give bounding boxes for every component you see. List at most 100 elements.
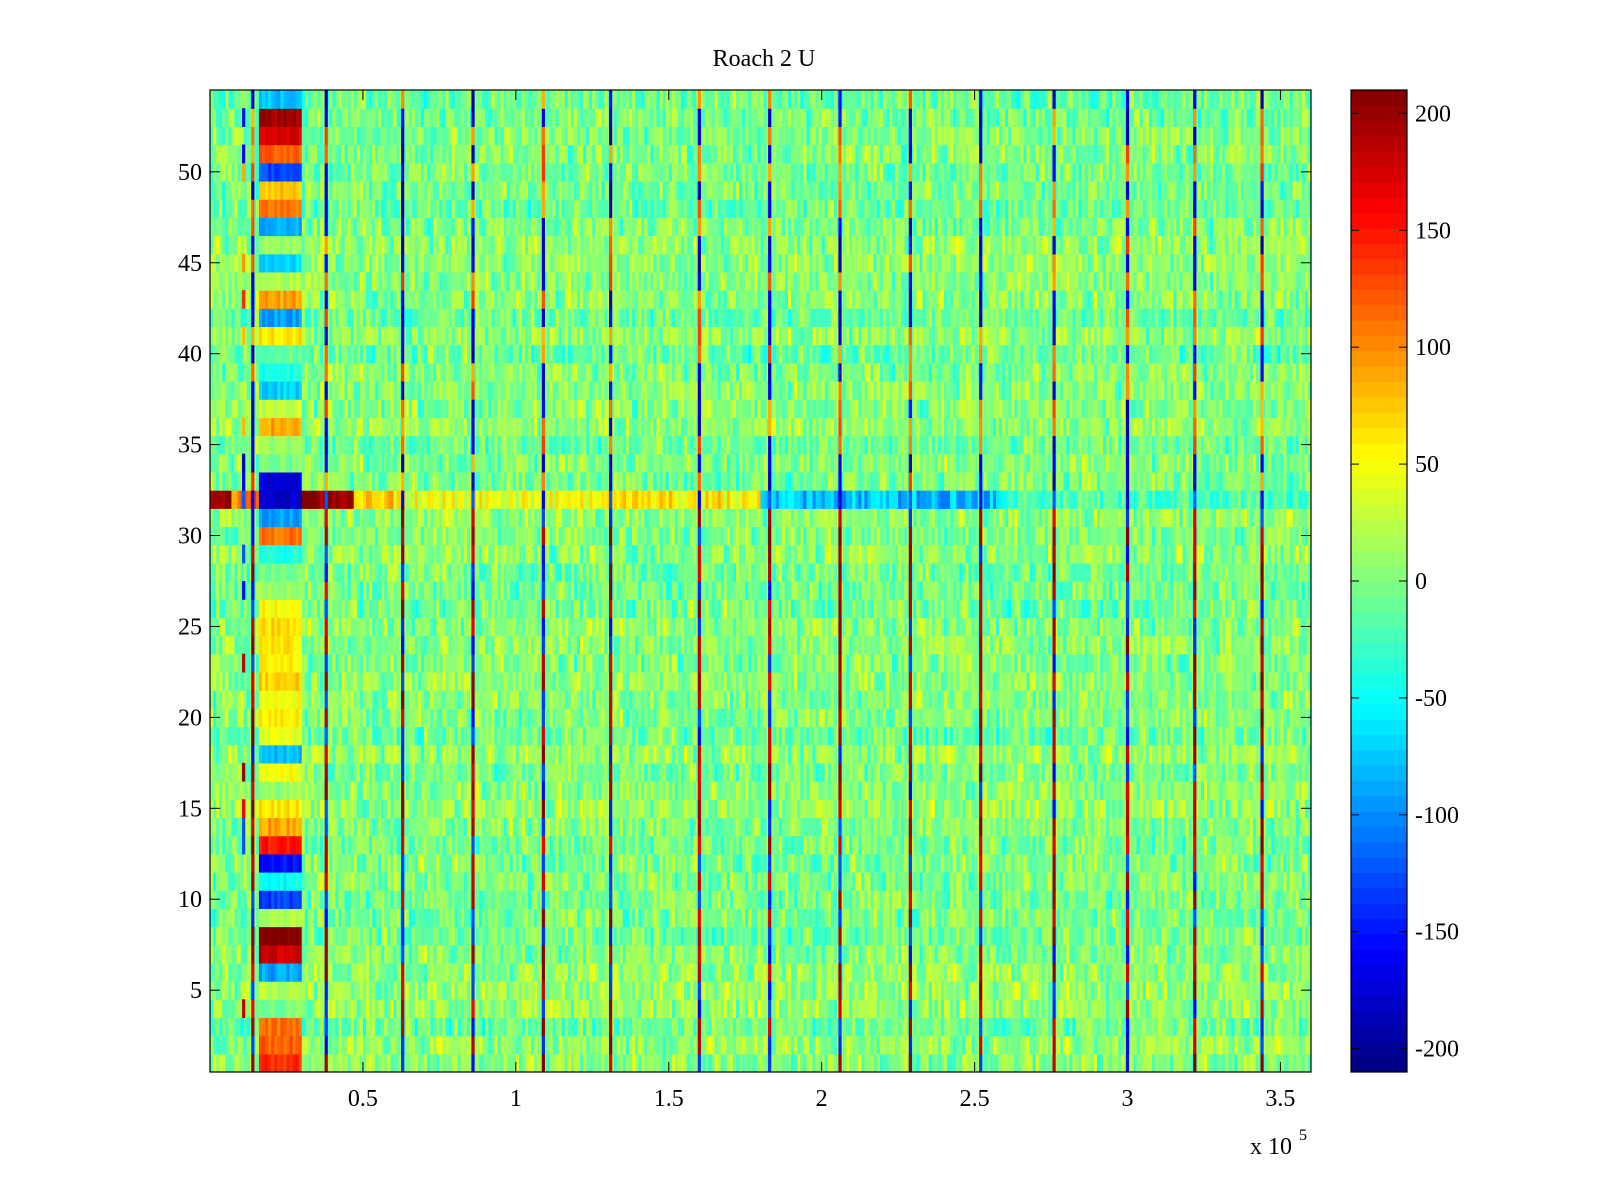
heatmap-cell [246, 944, 251, 964]
heatmap-cell [1075, 944, 1080, 964]
heatmap-cell [454, 999, 459, 1019]
heatmap-cell [604, 981, 609, 1000]
heatmap-cell [1274, 962, 1278, 982]
heatmap-cell [711, 944, 716, 964]
heatmap-cell [1289, 1017, 1294, 1037]
heatmap-cell [784, 1017, 789, 1037]
heatmap-cell [827, 1035, 832, 1055]
heatmap-cell [803, 1053, 807, 1072]
heatmap-cell [1164, 999, 1168, 1019]
heatmap-cell [772, 1035, 777, 1055]
heatmap-cell [739, 944, 743, 964]
heatmap-cell [1075, 999, 1080, 1019]
heatmap-cell [962, 1017, 967, 1037]
heatmap-cell [265, 944, 269, 964]
heatmap-cell [1234, 1053, 1239, 1072]
heatmap-cell [503, 944, 508, 964]
heatmap-cell [225, 981, 229, 1000]
heatmap-cell [1151, 944, 1156, 964]
heatmap-cell [995, 981, 1000, 1000]
heatmap-cell [861, 1017, 866, 1037]
heatmap-cell [1161, 962, 1165, 982]
heatmap-cell [846, 944, 850, 964]
heatmap-cell [803, 981, 807, 1000]
heatmap-cell [369, 981, 373, 1000]
heatmap-cell [1225, 1035, 1230, 1055]
heatmap-cell [570, 1017, 575, 1037]
heatmap-cell [1252, 981, 1257, 1000]
heatmap-cell [1203, 981, 1208, 1000]
heatmap-cell [757, 962, 762, 982]
heatmap-cell [298, 962, 303, 982]
heatmap-cell [261, 1053, 266, 1072]
heatmap-cell [1020, 1053, 1025, 1072]
heatmap-cell [934, 999, 939, 1019]
heatmap-cell [1148, 981, 1153, 1000]
heatmap-cell [677, 981, 682, 1000]
heatmap-cell [650, 1035, 655, 1055]
heatmap-cell [1044, 944, 1049, 964]
heatmap-cell [784, 1035, 789, 1055]
heatmap-cell [671, 1035, 676, 1055]
heatmap-cell [1005, 1053, 1009, 1072]
heatmap-cell [1176, 1017, 1181, 1037]
heatmap-cell [742, 1035, 746, 1055]
heatmap-cell [1002, 944, 1006, 964]
heatmap-cell [855, 944, 859, 964]
heatmap-cell [332, 999, 336, 1019]
heatmap-cell [919, 1035, 924, 1055]
heatmap-cell [821, 981, 826, 1000]
heatmap-cell [344, 1035, 349, 1055]
heatmap-cell [390, 1017, 395, 1037]
heatmap-cell [656, 1053, 661, 1072]
heatmap-cell [592, 944, 596, 964]
heatmap-cell [228, 981, 233, 1000]
heatmap-cell [1072, 999, 1077, 1019]
heatmap-cell [974, 999, 979, 1019]
heatmap-cell [962, 1035, 967, 1055]
heatmap-cell [650, 1053, 655, 1072]
heatmap-cell [1216, 1053, 1220, 1072]
heatmap-cell [729, 1017, 734, 1037]
heatmap-cell [1047, 962, 1052, 982]
heatmap-cell [769, 944, 774, 964]
heatmap-cell [353, 981, 358, 1000]
heatmap-cell [552, 981, 557, 1000]
heatmap-cell [1234, 1035, 1239, 1055]
heatmap-cell [1142, 944, 1147, 964]
heatmap-cell [521, 981, 526, 1000]
heatmap-cell [919, 962, 924, 982]
heatmap-cell [1304, 999, 1309, 1019]
heatmap-cell [313, 981, 318, 1000]
heatmap-cell [910, 999, 915, 1019]
heatmap-cell [1084, 1017, 1089, 1037]
heatmap-cell [304, 962, 309, 982]
heatmap-cell [1234, 962, 1239, 982]
heatmap-cell [1280, 962, 1285, 982]
heatmap-cell [1069, 1053, 1074, 1072]
heatmap-cell [763, 981, 768, 1000]
heatmap-cell [843, 981, 847, 1000]
heatmap-cell [1142, 999, 1147, 1019]
heatmap-cell [995, 962, 1000, 982]
heatmap-cell [760, 981, 765, 1000]
heatmap-cell [210, 999, 214, 1019]
heatmap-cell [277, 962, 281, 982]
heatmap-cell [833, 1017, 838, 1037]
heatmap-cell [274, 1035, 278, 1055]
heatmap-cell [610, 999, 615, 1019]
heatmap-cell [341, 1017, 346, 1037]
heatmap-cell [240, 1053, 245, 1072]
heatmap-cell [396, 1053, 401, 1072]
heatmap-cell [1060, 999, 1064, 1019]
heatmap-cell [497, 999, 502, 1019]
heatmap-cell [1005, 981, 1009, 1000]
heatmap-cell [307, 1017, 312, 1037]
heatmap-cell [228, 999, 233, 1019]
heatmap-cell [824, 944, 829, 964]
heatmap-cell [500, 962, 505, 982]
heatmap-cell [219, 981, 223, 1000]
heatmap-cell [531, 1053, 535, 1072]
heatmap-cell [1158, 1053, 1162, 1072]
heatmap-cell [1118, 981, 1122, 1000]
